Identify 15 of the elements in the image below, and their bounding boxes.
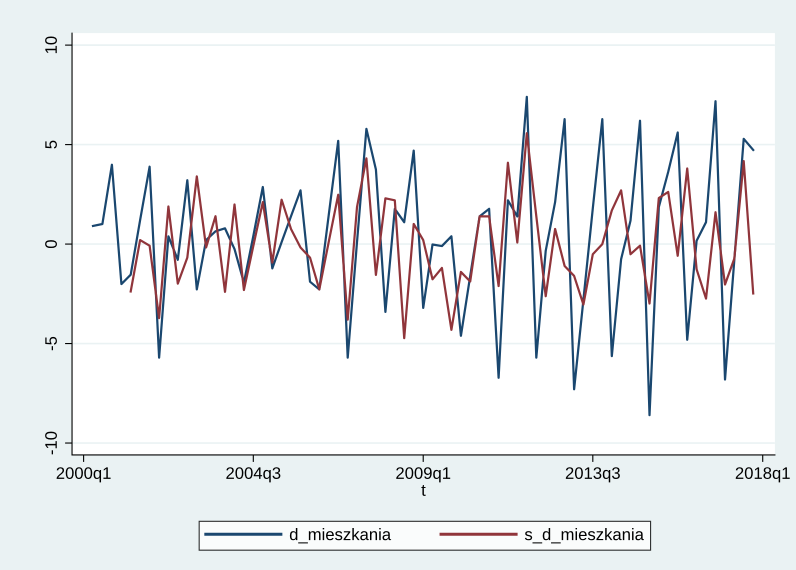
x-tick-label: 2018q1 (736, 467, 790, 482)
y-tick-label: 5 (45, 140, 57, 149)
legend-label: d_mieszkania (290, 528, 392, 544)
x-tick-label: 2004q3 (226, 467, 280, 482)
x-tick-label: 2000q1 (56, 467, 111, 482)
y-tick-label: 0 (45, 240, 57, 248)
legend-label: s_d_mieszkania (524, 528, 644, 544)
x-tick-label: 2009q1 (396, 467, 450, 482)
line-series (130, 132, 754, 340)
x-tick-label: 2013q3 (566, 467, 620, 482)
y-tick-label: -5 (45, 336, 57, 350)
y-tick-label: 10 (45, 36, 57, 54)
line-series (92, 96, 754, 416)
y-tick-label: -10 (45, 432, 57, 454)
x-axis-title: t (421, 485, 426, 496)
